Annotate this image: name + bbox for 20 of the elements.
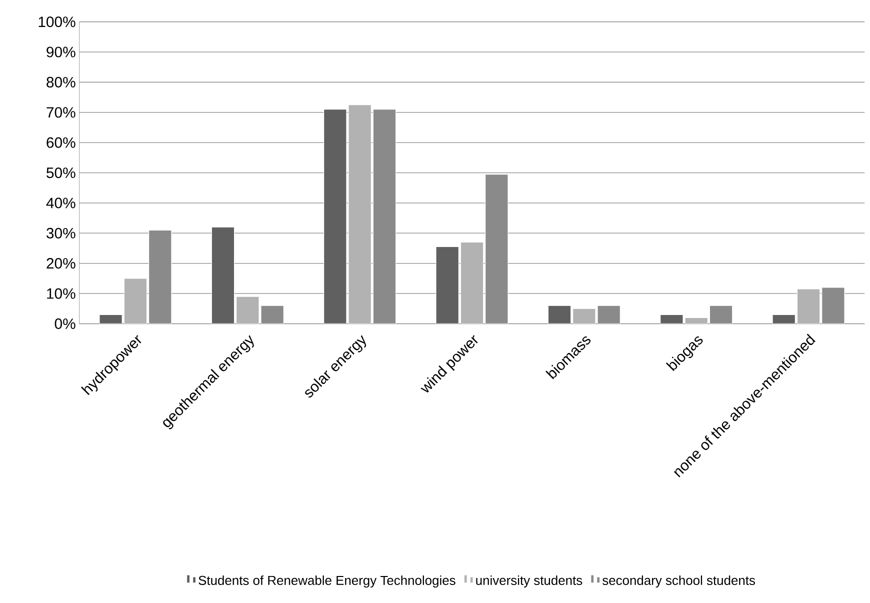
y-tick-label: 40%: [46, 198, 76, 208]
y-tick-label: 100%: [38, 16, 76, 28]
y-tick-label: 30%: [46, 228, 76, 238]
legend-label: Students of Renewable Energy Technologies: [198, 575, 456, 588]
y-tick-label: 50%: [46, 168, 76, 178]
bar: [124, 278, 148, 324]
y-tick-label: 60%: [46, 137, 76, 148]
bar: [460, 242, 484, 324]
y-tick-label: 70%: [46, 107, 76, 118]
bar: [348, 104, 372, 324]
y-tick-label: 0%: [54, 318, 76, 330]
bar: [236, 296, 260, 324]
y-tick-label: 80%: [46, 76, 76, 88]
y-tick-label: 90%: [46, 46, 76, 58]
bar: [572, 308, 596, 324]
y-tick-label: 10%: [47, 288, 76, 299]
y-tick-label: 20%: [46, 258, 76, 269]
bar: [796, 288, 820, 324]
legend-label: university students: [476, 575, 582, 588]
legend-label: secondary school students: [602, 575, 756, 588]
